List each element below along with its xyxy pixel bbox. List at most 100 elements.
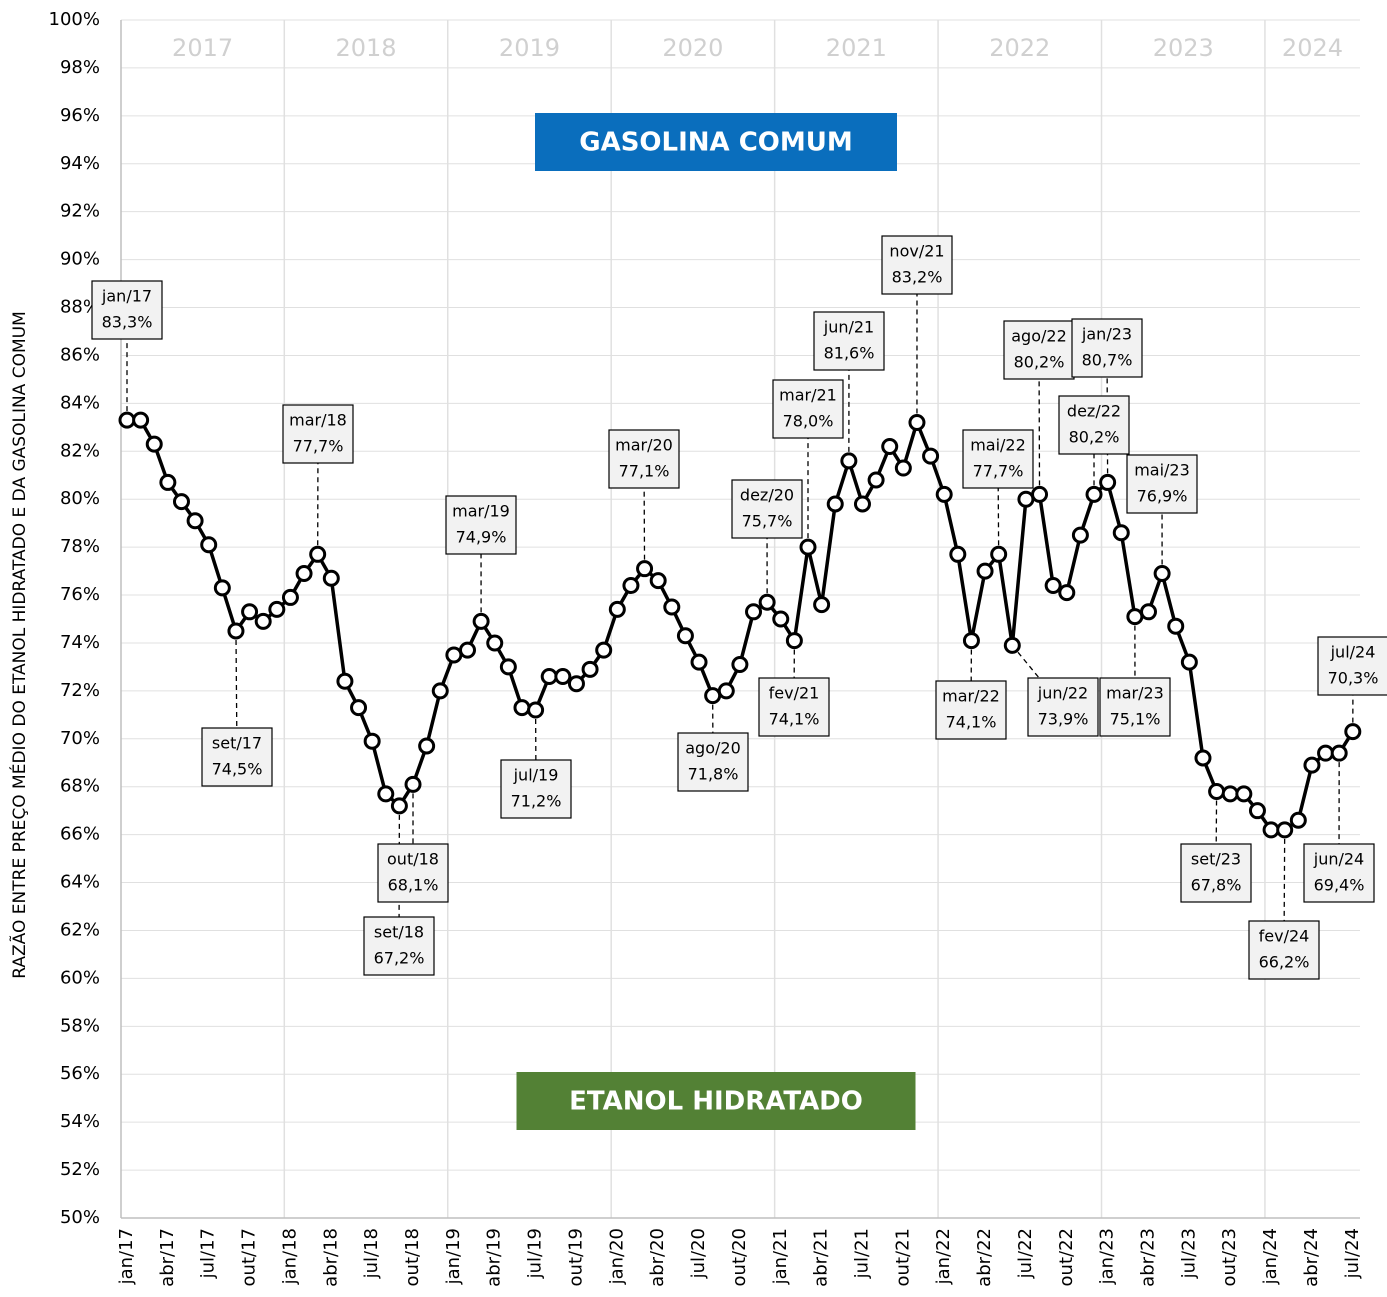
data-point — [676, 627, 694, 645]
y-tick-label: 90% — [60, 249, 100, 270]
annotation-value: 73,9% — [1038, 710, 1089, 729]
y-tick-label: 82% — [60, 440, 100, 461]
data-point — [595, 641, 613, 659]
data-point — [799, 538, 817, 556]
annotation-label: set/18 — [374, 923, 424, 942]
data-point — [513, 699, 531, 717]
y-tick-label: 88% — [60, 297, 100, 318]
data-point — [867, 471, 885, 489]
annotation-label: mai/23 — [1134, 461, 1190, 480]
data-point — [363, 732, 381, 750]
annotation-box — [813, 311, 885, 371]
y-tick-label: 76% — [60, 584, 100, 605]
annotation-value: 74,1% — [769, 710, 820, 729]
data-point — [772, 610, 790, 628]
x-tick-label: jul/20 — [688, 1228, 709, 1279]
data-point — [663, 598, 681, 616]
x-tick-label: out/21 — [892, 1228, 913, 1286]
y-tick-label: 100% — [49, 9, 100, 30]
annotation-value: 83,3% — [102, 313, 153, 332]
data-point — [172, 493, 190, 511]
data-point — [254, 612, 272, 630]
data-point — [608, 600, 626, 618]
data-point — [731, 656, 749, 674]
data-point — [636, 560, 654, 578]
annotation-label: mar/22 — [942, 687, 1000, 706]
annotation-label: nov/21 — [889, 242, 944, 261]
x-tick-label: jan/20 — [606, 1228, 627, 1285]
annotation-box — [677, 732, 749, 792]
annotation-label: mar/20 — [615, 436, 673, 455]
data-point — [499, 658, 517, 676]
data-point — [1194, 749, 1212, 767]
data-point — [922, 447, 940, 465]
y-tick-label: 58% — [60, 1015, 100, 1036]
x-tick-label: jul/17 — [198, 1228, 219, 1279]
data-point — [1031, 485, 1049, 503]
x-tick-label: out/22 — [1056, 1228, 1077, 1286]
data-point — [527, 701, 545, 719]
data-point — [935, 485, 953, 503]
x-tick-label: out/17 — [239, 1228, 260, 1286]
annotation-box — [1248, 920, 1320, 980]
data-point — [1317, 744, 1335, 762]
data-point — [159, 473, 177, 491]
annotation-value: 75,1% — [1110, 710, 1161, 729]
data-point — [145, 435, 163, 453]
banner-text: GASOLINA COMUM — [579, 128, 853, 158]
banner-box — [516, 1072, 916, 1130]
annotation-value: 77,1% — [619, 462, 670, 481]
annotation-label: ago/22 — [1011, 327, 1067, 346]
data-point — [1221, 785, 1239, 803]
annotation-value: 81,6% — [824, 344, 875, 363]
annotation-label: jun/21 — [823, 318, 874, 337]
annotation-value: 71,2% — [511, 792, 562, 811]
x-tick-label: abr/23 — [1138, 1228, 1159, 1287]
year-label: 2019 — [499, 34, 560, 62]
data-point — [350, 699, 368, 717]
data-point — [1276, 821, 1294, 839]
x-tick-label: out/20 — [729, 1228, 750, 1286]
data-point — [1344, 723, 1362, 741]
x-tick-label: jul/22 — [1015, 1228, 1036, 1279]
annotation-box — [1180, 843, 1252, 903]
data-point — [377, 785, 395, 803]
y-tick-label: 80% — [60, 488, 100, 509]
year-label: 2022 — [989, 34, 1050, 62]
data-point — [581, 660, 599, 678]
y-tick-label: 94% — [60, 153, 100, 174]
annotation-value: 77,7% — [973, 462, 1024, 481]
annotation-label: dez/20 — [740, 486, 794, 505]
data-point — [472, 612, 490, 630]
data-point — [1180, 653, 1198, 671]
x-tick-label: jan/23 — [1097, 1228, 1118, 1285]
year-label: 2024 — [1282, 34, 1343, 62]
data-point — [404, 775, 422, 793]
x-tick-label: out/19 — [565, 1228, 586, 1286]
data-point — [1208, 783, 1226, 801]
y-tick-label: 98% — [60, 57, 100, 78]
y-tick-label: 64% — [60, 872, 100, 893]
annotation-box — [1317, 636, 1387, 696]
annotation-value: 74,1% — [946, 713, 997, 732]
annotation-value: 78,0% — [783, 412, 834, 431]
annotation-box — [377, 843, 449, 903]
data-point — [1099, 473, 1117, 491]
annotation-box — [1099, 677, 1171, 737]
annotation-label: out/18 — [387, 850, 439, 869]
data-point — [717, 682, 735, 700]
y-tick-label: 52% — [60, 1159, 100, 1180]
annotation-box — [1071, 318, 1143, 378]
annotation-value: 80,2% — [1069, 428, 1120, 447]
data-point — [894, 459, 912, 477]
y-tick-label: 68% — [60, 776, 100, 797]
data-point — [881, 437, 899, 455]
leader-line — [235, 630, 238, 758]
data-point — [295, 564, 313, 582]
annotation-box — [1003, 320, 1075, 380]
data-point — [431, 682, 449, 700]
y-tick-label: 70% — [60, 728, 100, 749]
annotation-box — [282, 404, 354, 464]
data-point — [1235, 785, 1253, 803]
